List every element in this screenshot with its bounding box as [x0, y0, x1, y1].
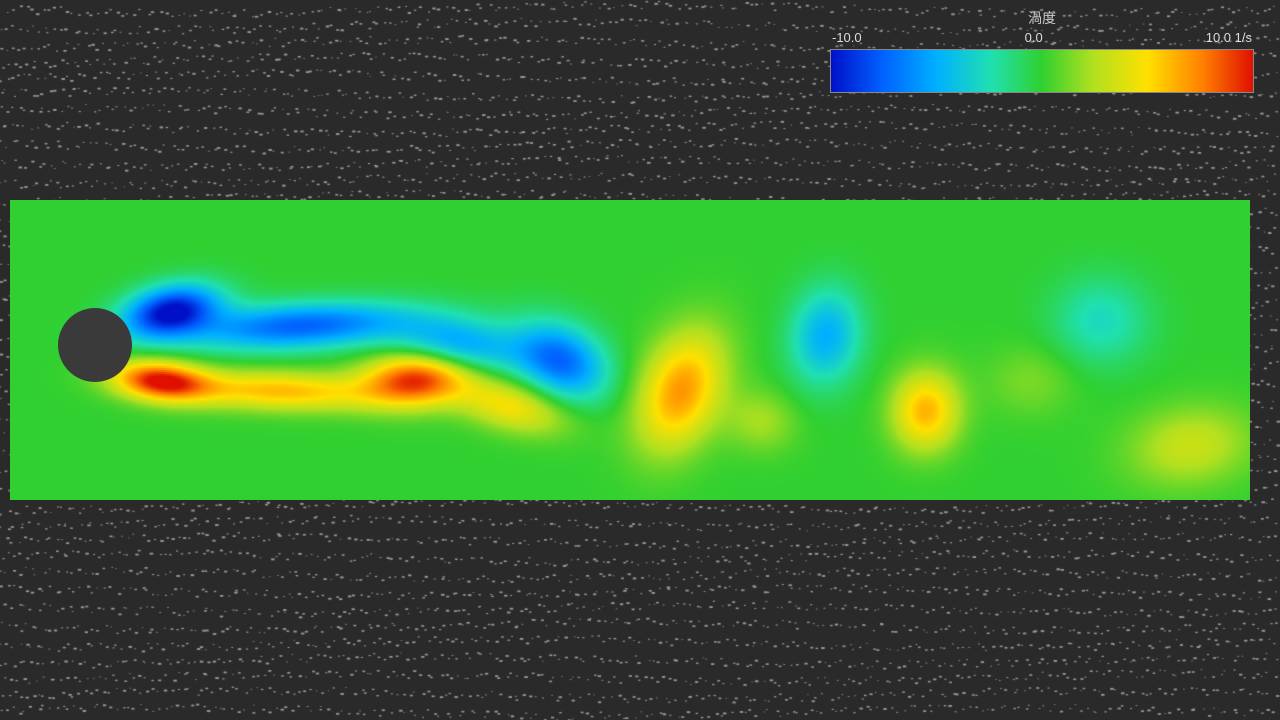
colorbar-container: 渦度 -10.0 0.0 10.0 1/s: [830, 8, 1254, 93]
colorbar-mid-label: 0.0: [1025, 30, 1043, 45]
colorbar-min-label: -10.0: [832, 30, 862, 45]
cylinder-obstacle: [58, 308, 132, 382]
colorbar-title: 渦度: [830, 8, 1254, 28]
vorticity-field: [10, 200, 1250, 500]
colorbar-labels: -10.0 0.0 10.0 1/s: [830, 30, 1254, 45]
colorbar-max-label: 10.0 1/s: [1206, 30, 1252, 45]
colorbar-gradient: [830, 49, 1254, 93]
